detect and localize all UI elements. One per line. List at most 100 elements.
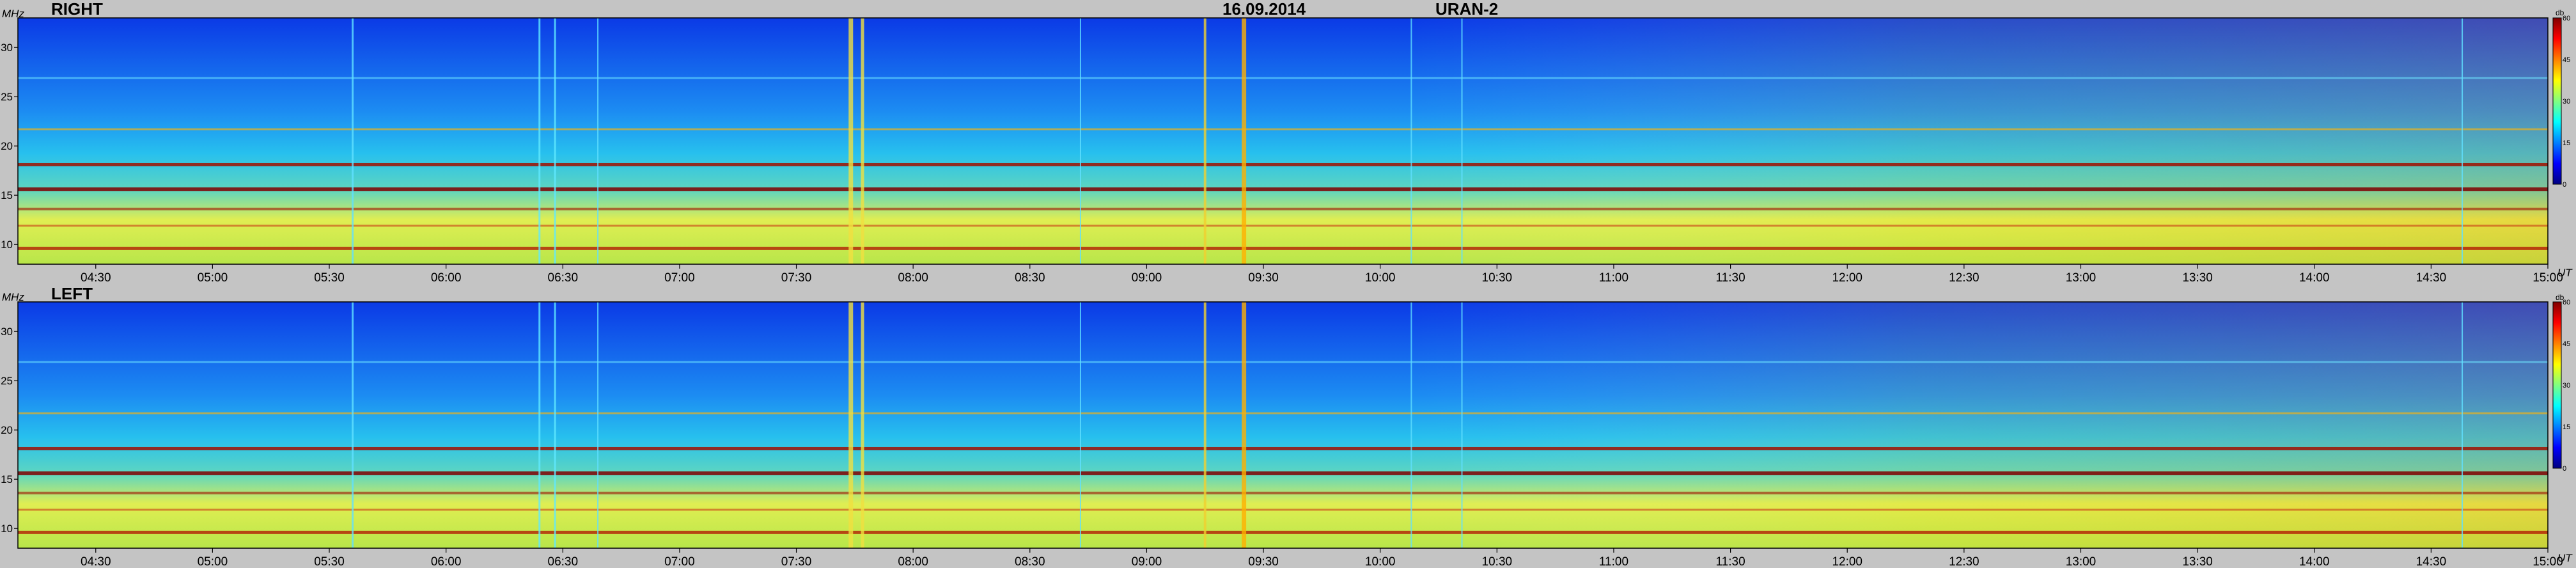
interference-line-left-1 [18,509,2548,511]
x-tick-label-right-5: 07:00 [664,271,695,285]
x-tick-label-right-10: 09:30 [1248,271,1279,285]
x-tick-label-right-0: 04:30 [81,271,111,285]
interference-line-left-5 [18,412,2548,414]
burst-right-7 [597,18,599,264]
colorbar-right [2552,17,2562,185]
x-tick-label-right-7: 08:00 [898,271,928,285]
x-tick-label-left-8: 08:30 [1015,555,1045,568]
interference-line-right-1 [18,225,2548,227]
interference-line-right-5 [18,128,2548,130]
panel-frame-left [17,301,2549,549]
x-tick-label-left-10: 09:30 [1248,555,1279,568]
y-tick-label-right-4: 30 [1,42,13,54]
burst-left-0 [848,302,854,548]
x-tick-label-right-20: 14:30 [2416,271,2447,285]
x-tick-label-right-6: 07:30 [781,271,812,285]
x-tick-label-right-15: 12:00 [1832,271,1862,285]
burst-right-1 [861,18,864,264]
x-tick-label-right-4: 06:30 [548,271,579,285]
y-tick-label-left-2: 20 [1,424,13,436]
colorbar-tick-left-4: 60 [2563,299,2570,306]
x-tick-label-right-11: 10:00 [1365,271,1396,285]
x-tick-label-left-12: 10:30 [1482,555,1513,568]
x-unit-top: UT [2557,267,2573,279]
x-tick-label-left-5: 07:00 [664,555,695,568]
burst-left-6 [352,302,354,548]
x-tick-label-left-13: 11:00 [1599,555,1628,568]
heatmap-time-shading-right [18,18,2548,264]
observation-date: 16.09.2014 [1222,0,1306,19]
burst-left-5 [554,302,556,548]
x-tick-label-left-20: 14:30 [2416,555,2447,568]
interference-line-right-4 [18,162,2548,166]
y-unit-top: MHz [2,8,24,20]
interference-line-right-6 [18,77,2548,79]
x-tick-label-right-14: 11:30 [1716,271,1745,285]
burst-left-7 [597,302,599,548]
colorbar-tick-left-1: 15 [2563,423,2570,431]
colorbar-tick-right-2: 30 [2563,98,2570,106]
colorbar-label-bottom: db [2556,293,2564,302]
x-tick-label-left-14: 11:30 [1716,555,1745,568]
instrument-name: URAN-2 [1435,0,1498,19]
burst-right-6 [352,18,354,264]
interference-line-left-6 [18,361,2548,363]
burst-left-8 [1079,302,1081,548]
panel-title-left: LEFT [51,284,93,303]
y-tick-label-left-4: 30 [1,326,13,338]
interference-line-left-3 [18,471,2548,475]
x-tick-label-left-4: 06:30 [548,555,579,568]
interference-line-right-3 [18,187,2548,191]
colorbar-tick-right-3: 45 [2563,56,2570,64]
x-tick-label-right-12: 10:30 [1482,271,1513,285]
interference-line-left-4 [18,446,2548,450]
burst-right-3 [1242,18,1247,264]
x-tick-label-right-17: 13:00 [2066,271,2096,285]
burst-right-11 [2462,18,2463,264]
x-tick-label-right-18: 13:30 [2182,271,2213,285]
x-tick-label-left-9: 09:00 [1132,555,1162,568]
y-tick-label-right-0: 10 [1,239,13,251]
x-tick-label-right-8: 08:30 [1015,271,1045,285]
x-tick-label-right-3: 06:00 [431,271,462,285]
x-tick-label-left-0: 04:30 [81,555,111,568]
x-tick-label-left-18: 13:30 [2182,555,2213,568]
x-tick-label-right-21: 15:00 [2533,271,2563,285]
burst-right-8 [1079,18,1081,264]
x-tick-label-left-19: 14:00 [2299,555,2330,568]
x-tick-label-right-9: 09:00 [1132,271,1162,285]
x-tick-label-left-3: 06:00 [431,555,462,568]
colorbar-label-top: db [2556,8,2564,17]
x-tick-label-left-1: 05:00 [198,555,228,568]
burst-left-9 [1410,302,1412,548]
colorbar-left [2552,301,2562,469]
burst-right-4 [538,18,541,264]
burst-left-10 [1461,302,1463,548]
y-tick-label-right-1: 15 [1,189,13,201]
burst-left-2 [1203,302,1206,548]
panel-frame-right [17,17,2549,265]
x-tick-label-left-6: 07:30 [781,555,812,568]
panel-title-right: RIGHT [51,0,103,19]
y-tick-label-right-2: 20 [1,140,13,152]
x-tick-label-left-2: 05:30 [314,555,345,568]
x-tick-label-right-1: 05:00 [198,271,228,285]
y-unit-bottom: MHz [2,291,24,303]
burst-right-10 [1461,18,1463,264]
burst-right-2 [1203,18,1206,264]
burst-right-0 [848,18,854,264]
interference-line-left-2 [18,491,2548,494]
interference-line-right-2 [18,207,2548,210]
interference-line-right-0 [18,246,2548,250]
colorbar-tick-left-0: 0 [2563,465,2566,473]
burst-left-11 [2462,302,2463,548]
colorbar-tick-right-0: 0 [2563,181,2566,189]
x-tick-label-right-13: 11:00 [1599,271,1628,285]
y-tick-label-right-3: 25 [1,91,13,103]
heatmap-time-shading-left [18,302,2548,548]
burst-left-4 [538,302,541,548]
x-tick-label-right-19: 14:00 [2299,271,2330,285]
y-tick-label-left-0: 10 [1,523,13,535]
